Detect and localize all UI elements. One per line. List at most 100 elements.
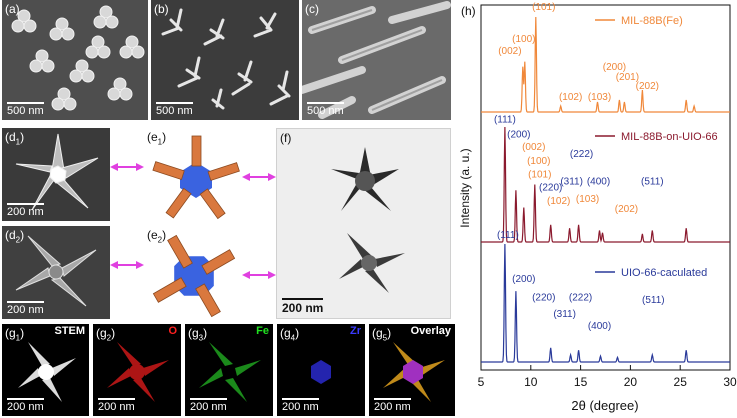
panel-e2-label: (e2) xyxy=(147,228,167,245)
panel-d1-scalebar: 200 nm xyxy=(7,203,44,218)
x-tick-label-2: 15 xyxy=(574,375,588,389)
panel-g3: (g3) Fe 200 nm xyxy=(185,324,273,416)
panel-b-scalebar: 500 nm xyxy=(156,102,193,117)
x-tick-label-5: 30 xyxy=(723,375,737,389)
plot-frame xyxy=(480,4,731,371)
peak-label-0-1: (100) xyxy=(512,34,535,45)
xrd-series-2 xyxy=(481,243,730,363)
panel-f: (f) 200 nm xyxy=(276,128,451,319)
panel-c-image xyxy=(302,1,451,119)
peak-label-0-3: (102) xyxy=(559,92,582,103)
panel-c: (c) 500 nm xyxy=(302,0,451,120)
panel-e1-model xyxy=(152,135,240,220)
panel-c-scalebar: 500 nm xyxy=(307,102,344,117)
arrow-e2-f xyxy=(242,271,276,279)
x-tick-label-1: 10 xyxy=(524,375,538,389)
panel-g2: (g2) O 200 nm xyxy=(93,324,181,416)
panel-d1: (d1) 200 nm xyxy=(2,128,110,221)
legend-label-0: MIL-88B(Fe) xyxy=(621,15,683,27)
peak-label-1-2: (002) xyxy=(522,142,545,153)
peak-label-1-8: (222) xyxy=(570,149,593,160)
peak-label-2-5: (400) xyxy=(588,321,611,332)
panel-g3-scalebar: 200 nm xyxy=(190,398,227,413)
panel-a-label: (a) xyxy=(5,2,20,16)
panel-b-label: (b) xyxy=(154,2,169,16)
panel-g5-overlay-map xyxy=(383,342,445,402)
peak-label-2-2: (220) xyxy=(532,293,555,304)
x-axis-label: 2θ (degree) xyxy=(571,398,638,413)
panel-g2-oxygen-map xyxy=(107,342,169,402)
panel-g5-title: Overlay xyxy=(410,325,451,337)
panel-g2-title: O xyxy=(168,325,177,337)
panel-e1-label: (e1) xyxy=(147,130,167,147)
peak-label-1-10: (103) xyxy=(576,194,599,205)
peak-label-1-9: (400) xyxy=(587,177,610,188)
arrow-e1-f xyxy=(242,173,276,181)
y-axis-label: Intensity (a. u.) xyxy=(458,148,472,227)
peak-label-2-1: (200) xyxy=(512,274,535,285)
panel-h: (h) (002) (100) (101) (102) (103) (200) (201)(… xyxy=(455,0,737,418)
peak-label-2-4: (222) xyxy=(569,293,592,304)
peak-label-0-6: (201) xyxy=(616,72,639,83)
panel-e1: (e1) xyxy=(144,128,242,221)
panel-a-scalebar: 500 nm xyxy=(7,102,44,117)
panel-d2-image xyxy=(15,235,97,307)
peak-label-0-7: (202) xyxy=(636,81,659,92)
panel-f-label: (f) xyxy=(280,131,292,145)
panel-h-label: (h) xyxy=(461,4,476,18)
peak-label-1-0: (111) xyxy=(494,114,516,125)
peak-label-0-0: (002) xyxy=(498,46,521,57)
panel-g5-label: (g5) xyxy=(372,326,392,343)
panel-g5: (g5) Overlay 200 nm xyxy=(369,324,455,416)
panel-b: (b) 500 nm xyxy=(151,0,299,120)
panel-d2-label: (d2) xyxy=(5,228,25,245)
peak-label-1-5: (220) xyxy=(539,182,562,193)
panel-e2: (e2) xyxy=(144,226,242,319)
panel-e2-model xyxy=(152,234,236,318)
panel-g3-label: (g3) xyxy=(188,326,208,343)
arrow-d1-e1 xyxy=(110,163,144,171)
panel-g3-iron-map xyxy=(199,342,261,402)
x-tick-label-4: 25 xyxy=(674,375,688,389)
peak-label-1-3: (100) xyxy=(527,156,550,167)
panel-g3-title: Fe xyxy=(256,325,269,337)
peak-label-1-6: (102) xyxy=(547,196,570,207)
x-tick-label-3: 20 xyxy=(624,375,638,389)
xrd-chart: (002)(100)(101)(102) (103)(200)(201)(202)… xyxy=(458,2,737,413)
peak-label-2-0: (111) xyxy=(497,230,519,241)
panel-f-scalebar: 200 nm xyxy=(282,298,324,315)
peak-label-1-12: (511) xyxy=(641,177,664,188)
panel-g4: (g4) Zr 200 nm xyxy=(277,324,365,416)
peak-label-2-6: (511) xyxy=(642,295,665,306)
panel-a: (a) 500 nm xyxy=(2,0,148,120)
legend-label-2: UIO-66-caculated xyxy=(621,267,707,279)
peak-label-1-11: (202) xyxy=(615,204,638,215)
panel-d1-label: (d1) xyxy=(5,130,25,147)
panel-d2: (d2) 200 nm xyxy=(2,226,110,319)
panel-d1-image xyxy=(15,133,99,211)
panel-a-image xyxy=(11,5,145,111)
panel-g4-zirconium-map xyxy=(311,360,331,384)
peak-label-0-5: (200) xyxy=(603,62,626,73)
panel-d2-scalebar: 200 nm xyxy=(7,301,44,316)
panel-g1-stem-image xyxy=(18,342,76,402)
panel-g2-label: (g2) xyxy=(96,326,116,343)
panel-g4-title: Zr xyxy=(350,325,361,337)
panel-g1: (g1) STEM 200 nm xyxy=(2,324,89,416)
panel-g1-title: STEM xyxy=(54,325,85,337)
legend-label-1: MIL-88B-on-UIO-66 xyxy=(621,131,718,143)
peak-label-1-4: (101) xyxy=(528,170,551,181)
peak-label-0-4: (103) xyxy=(588,92,611,103)
peak-label-0-2: (101) xyxy=(532,2,555,13)
peak-label-2-3: (311) xyxy=(553,309,576,320)
xrd-series-0 xyxy=(481,16,730,113)
panel-g1-scalebar: 200 nm xyxy=(7,398,44,413)
panel-f-tem-image xyxy=(331,147,405,293)
panel-c-label: (c) xyxy=(305,2,319,16)
panel-g1-label: (g1) xyxy=(5,326,25,343)
peak-label-1-7: (311) xyxy=(560,177,583,188)
panel-g5-scalebar: 200 nm xyxy=(374,398,411,413)
panel-g4-scalebar: 200 nm xyxy=(282,398,319,413)
panel-b-image xyxy=(161,8,291,110)
peak-label-1-1: (200) xyxy=(507,129,530,140)
